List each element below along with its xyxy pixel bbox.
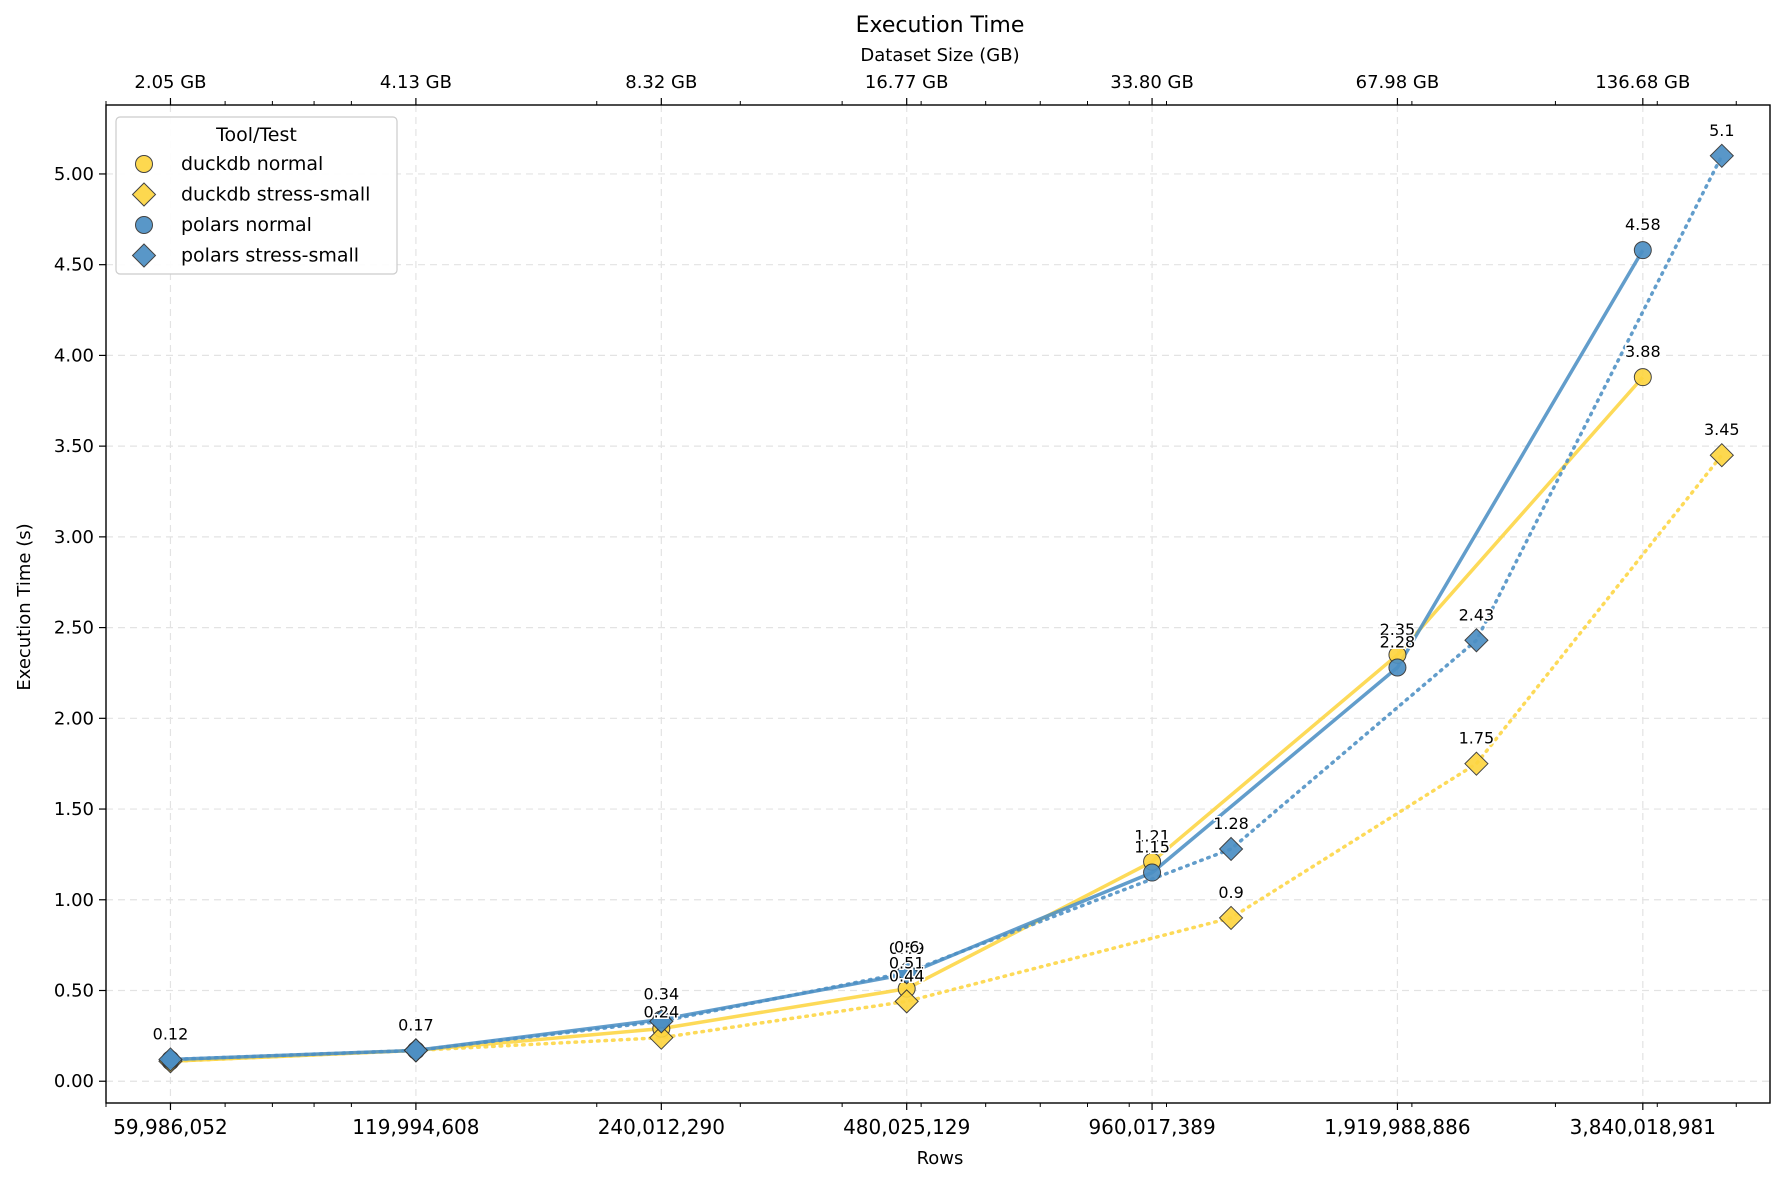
- data-label: 0.34: [644, 985, 680, 1004]
- y-tick-label: 5.00: [54, 164, 94, 185]
- data-point: [1633, 241, 1652, 260]
- data-point: [649, 1025, 674, 1050]
- legend[interactable]: Tool/Test duckdb normal duckdb stress-smal…: [115, 116, 398, 275]
- circle-marker-icon: [135, 216, 153, 234]
- data-point: [1464, 628, 1489, 653]
- data-point: [649, 1009, 674, 1034]
- data-label: 0.51: [889, 954, 925, 973]
- legend-item[interactable]: duckdb stress-small: [131, 182, 371, 207]
- data-label: 0.44: [889, 966, 925, 985]
- x2-tick-label: 67.98 GB: [1356, 72, 1440, 93]
- data-label: 4.58: [1625, 215, 1661, 234]
- y-tick-label: 2.50: [54, 618, 94, 639]
- y-tick-label: 3.50: [54, 436, 94, 457]
- legend-label: polars stress-small: [181, 245, 359, 267]
- data-label: 0.12: [153, 1024, 189, 1043]
- x-tick-label: 240,012,290: [598, 1115, 725, 1139]
- data-point: [1633, 368, 1652, 387]
- diamond-marker-icon: [131, 243, 157, 268]
- x-tick-label: 960,017,389: [1088, 1115, 1215, 1139]
- x2-tick-label: 2.05 GB: [134, 72, 206, 93]
- data-labels: 0.51 1.21 2.35 3.88 0.24 0.44 0.9 1.75 3.45 0.12 0…: [151, 119, 1741, 1045]
- x-tick-label: 3,840,018,981: [1570, 1115, 1716, 1139]
- x-tick-label: 119,994,608: [352, 1115, 479, 1139]
- data-label: 3.45: [1704, 420, 1740, 439]
- data-point: [894, 960, 919, 985]
- legend-box: [115, 116, 398, 275]
- data-label: 1.15: [1134, 838, 1170, 857]
- chart-title: Execution Time: [856, 13, 1025, 38]
- y-tick-label: 1.50: [54, 799, 94, 820]
- data-label: 0.17: [398, 1015, 434, 1034]
- legend-item[interactable]: polars stress-small: [131, 243, 360, 268]
- x-tick-label: 1,919,988,886: [1324, 1115, 1470, 1139]
- series-layer: [158, 143, 1735, 1074]
- y-tick-label: 4.50: [54, 255, 94, 276]
- data-label: 3.88: [1625, 342, 1661, 361]
- x2-tick-label: 33.80 GB: [1110, 72, 1194, 93]
- top-axis-label: Dataset Size (GB): [860, 45, 1019, 66]
- data-point: [403, 1038, 429, 1063]
- legend-item[interactable]: polars normal: [135, 214, 312, 236]
- circle-marker-icon: [135, 155, 153, 173]
- data-label: 5.1: [1709, 121, 1734, 140]
- data-label: 2.28: [1380, 633, 1416, 652]
- data-label: 0.6: [894, 937, 919, 956]
- x-tick-label: 480,025,129: [843, 1115, 970, 1139]
- data-label: 1.21: [1134, 827, 1170, 846]
- y-tick-label: 4.00: [54, 345, 94, 366]
- data-label: 1.75: [1459, 729, 1495, 748]
- plot-frame: [105, 104, 1771, 1104]
- axes: 0.00 0.50 1.00 1.50 2.00 2.50 3.00 3.50 4.00 4.50…: [54, 72, 1771, 1139]
- legend-label: polars normal: [181, 214, 312, 236]
- data-point: [1709, 143, 1735, 169]
- data-label: 0.9: [1218, 883, 1243, 902]
- x2-tick-label: 136.68 GB: [1595, 72, 1690, 93]
- data-label: 1.28: [1213, 814, 1249, 833]
- y-tick-label: 1.00: [54, 890, 94, 911]
- y-tick-label: 3.00: [54, 527, 94, 548]
- y-tick-label: 0.50: [54, 980, 94, 1001]
- data-label: 2.43: [1459, 605, 1495, 624]
- data-point: [1388, 658, 1407, 677]
- data-label: 0.59: [889, 939, 925, 958]
- x-axis-label: Rows: [917, 1148, 964, 1169]
- legend-label: duckdb stress-small: [181, 184, 370, 206]
- data-point: [1218, 905, 1244, 931]
- diamond-marker-icon: [131, 182, 157, 207]
- data-point: [894, 989, 919, 1014]
- legend-label: duckdb normal: [181, 153, 323, 175]
- legend-item[interactable]: duckdb normal: [135, 153, 324, 175]
- data-point: [1143, 863, 1162, 882]
- x2-tick-label: 8.32 GB: [625, 72, 697, 93]
- data-point: [158, 1047, 183, 1072]
- data-label: 0.24: [644, 1003, 680, 1022]
- data-point: [1464, 751, 1489, 776]
- data-point: [1218, 836, 1244, 862]
- legend-title: Tool/Test: [215, 124, 297, 146]
- y-tick-label: 0.00: [54, 1071, 94, 1092]
- data-label: 2.35: [1380, 620, 1416, 639]
- data-point: [1709, 443, 1735, 468]
- y-tick-label: 2.00: [54, 708, 94, 729]
- x2-tick-label: 4.13 GB: [380, 72, 452, 93]
- x2-tick-label: 16.77 GB: [865, 72, 949, 93]
- x-tick-label: 59,986,052: [113, 1115, 228, 1139]
- y-axis-label: Execution Time (s): [14, 523, 35, 690]
